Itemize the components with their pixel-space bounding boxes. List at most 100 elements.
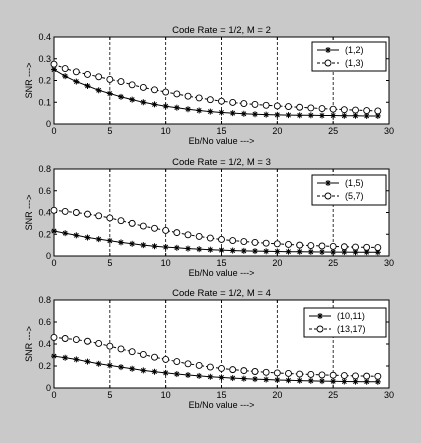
data-point — [363, 378, 370, 385]
y-tick-label: 0.3 — [38, 54, 51, 64]
point-marker-stroke — [375, 379, 381, 385]
x-tick-label: 15 — [216, 126, 226, 136]
data-point — [296, 248, 303, 255]
data-point — [51, 353, 57, 360]
data-point — [296, 377, 303, 384]
chart-panel-3: 0 5 10 15 20 25 30 0 0.2 0.4 0.6 0.8 Code Rate = 1/2… — [24, 288, 394, 410]
data-point — [340, 372, 348, 380]
legend-label: (13,17) — [337, 324, 366, 334]
data-point — [318, 242, 326, 250]
series-2 — [50, 60, 382, 115]
x-axis-label: Eb/No value ---> — [189, 136, 255, 146]
point-marker-stroke — [163, 244, 169, 250]
y-tick-label: 0.6 — [38, 186, 51, 196]
legend-item: (13,17) — [309, 324, 366, 334]
data-point — [319, 378, 325, 385]
data-point — [140, 99, 147, 106]
x-tick-label: 25 — [328, 126, 338, 136]
data-point — [218, 109, 225, 116]
x-tick-label: 20 — [272, 390, 282, 400]
point-marker-stroke — [152, 369, 157, 375]
data-point — [162, 226, 170, 234]
data-point — [229, 110, 236, 117]
y-tick-label: 0.4 — [38, 339, 51, 349]
data-point — [118, 364, 124, 371]
point-marker-stroke — [118, 239, 124, 245]
data-point — [330, 112, 337, 119]
point-marker-stroke — [85, 359, 90, 365]
y-tick-label: 0.4 — [38, 208, 51, 218]
data-point — [95, 73, 103, 81]
data-point — [273, 369, 281, 377]
data-point — [274, 376, 281, 383]
legend-label: (5,7) — [345, 191, 364, 201]
data-point — [117, 78, 125, 86]
data-point — [73, 232, 80, 239]
chart-title: Code Rate = 1/2, M = 3 — [172, 157, 271, 168]
data-point — [318, 105, 326, 113]
data-point — [72, 68, 80, 76]
point-marker-stroke — [219, 247, 224, 253]
data-point — [206, 96, 214, 104]
point-marker-stroke — [96, 87, 102, 93]
data-point — [95, 340, 103, 347]
data-point — [84, 337, 91, 345]
data-point — [296, 103, 304, 111]
series-1 — [51, 66, 381, 119]
data-point — [251, 368, 259, 375]
data-point — [196, 372, 203, 379]
data-point — [296, 241, 304, 249]
data-point — [307, 104, 315, 112]
legend: (1,5) (5,7) — [311, 174, 387, 206]
data-point — [363, 107, 371, 114]
chart-title: Code Rate = 1/2, M = 2 — [172, 25, 271, 36]
data-point — [341, 378, 348, 385]
data-point — [251, 100, 259, 108]
point-marker-stroke — [330, 113, 336, 118]
point-marker-stroke — [152, 101, 157, 107]
point-marker-stroke — [263, 377, 269, 382]
point-marker-stroke — [51, 228, 57, 234]
series-1 — [51, 227, 381, 256]
data-point — [252, 376, 258, 383]
point-marker-stroke — [286, 249, 291, 255]
data-point — [106, 237, 113, 244]
data-point — [73, 356, 80, 363]
data-point — [140, 367, 147, 374]
point-marker-stroke — [286, 112, 291, 118]
data-point — [117, 217, 125, 225]
data-point — [240, 375, 247, 382]
point-marker-stroke — [274, 377, 280, 383]
data-point — [162, 88, 170, 96]
data-point — [240, 238, 248, 245]
point-marker-stroke — [353, 249, 358, 255]
point-marker-stroke — [207, 109, 213, 115]
point-marker-stroke — [375, 249, 381, 255]
data-point — [50, 206, 58, 214]
data-point — [207, 108, 214, 115]
data-point — [374, 107, 382, 115]
data-point — [296, 112, 303, 119]
data-point — [151, 243, 158, 250]
data-point — [319, 248, 325, 255]
data-point — [62, 354, 69, 361]
x-tick-label: 25 — [328, 390, 338, 400]
legend-box — [311, 41, 387, 72]
data-point — [151, 368, 158, 375]
data-point — [240, 110, 247, 117]
y-tick-label: 0.2 — [38, 361, 51, 371]
data-point — [73, 78, 80, 85]
data-point — [151, 224, 158, 232]
data-point — [263, 111, 270, 118]
legend-item: (5,7) — [317, 191, 364, 201]
data-point — [129, 240, 136, 247]
point-marker-stroke — [185, 246, 191, 252]
data-point — [173, 90, 181, 98]
point-marker-stroke — [118, 364, 124, 370]
data-point — [139, 351, 147, 358]
data-point — [106, 342, 114, 350]
x-tick-label: 30 — [384, 258, 394, 268]
data-point — [206, 363, 214, 371]
legend-box — [303, 307, 387, 338]
legend-label: (10,11) — [337, 311, 365, 321]
